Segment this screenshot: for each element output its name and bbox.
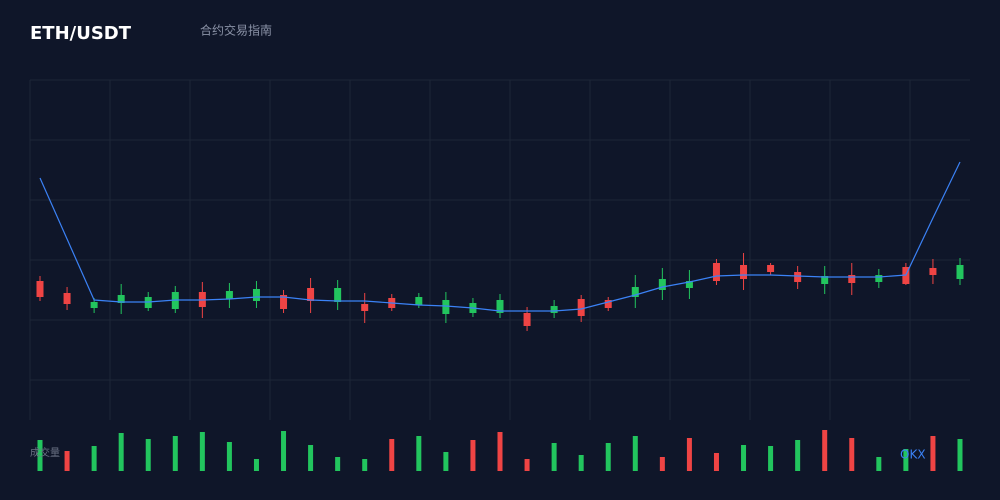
ma-line [39, 161, 961, 312]
candle-body [225, 291, 233, 299]
volume-bar [145, 439, 151, 471]
plot [30, 79, 970, 471]
volume-bar [741, 445, 747, 471]
candle-body [63, 293, 71, 304]
candle-body [252, 289, 260, 301]
volume-bar [416, 436, 422, 471]
volume-bar [199, 432, 205, 471]
volume-bar [795, 440, 801, 471]
candle-body [604, 300, 612, 308]
chart-title: ETH/USDT [30, 23, 132, 44]
candle-body [415, 297, 423, 305]
candle-body [929, 268, 937, 275]
volume-bar [957, 439, 963, 471]
volume-bar [930, 436, 936, 471]
candle-body [794, 272, 802, 282]
volume-bar [578, 455, 584, 471]
candle-body [577, 299, 585, 316]
candle-body [848, 275, 856, 283]
volume-bar [362, 459, 368, 471]
volume-bar [849, 438, 855, 471]
candle-body [280, 295, 288, 309]
candle-body [496, 300, 504, 313]
candle-body [523, 313, 531, 326]
volume-bar [37, 440, 43, 471]
volume-bar [335, 457, 341, 471]
candle-body [117, 295, 125, 303]
volume-bar [524, 459, 530, 471]
volume-bar [605, 443, 611, 471]
candle-body [442, 300, 450, 314]
vertical-grid [29, 80, 911, 420]
volume-bar [226, 442, 232, 471]
watermark: OKX [900, 448, 926, 462]
volume-bar [443, 452, 449, 471]
volume-bar [551, 443, 557, 471]
candle-body [631, 287, 639, 297]
candle-body [685, 281, 693, 288]
volume-bar [281, 431, 287, 471]
chart-subtitle: 合约交易指南 [200, 23, 272, 38]
volume-bar [253, 459, 259, 471]
candle-body [307, 288, 315, 301]
volume-bar [713, 453, 719, 471]
candle-body [334, 288, 342, 302]
candle-body [361, 304, 369, 311]
volume-bar [118, 433, 124, 471]
candle-body [740, 265, 748, 279]
candle-body [821, 276, 829, 284]
volume-bar [497, 432, 503, 471]
volume-bar [876, 457, 882, 471]
volume-bar [308, 445, 314, 471]
volume-bar [686, 438, 692, 471]
volume-bar [389, 439, 395, 471]
volume-bar [64, 451, 70, 471]
volume-bar [172, 436, 178, 471]
volume-bar [470, 440, 476, 471]
candle-body [875, 275, 883, 282]
candle-body [550, 306, 558, 313]
candle-body [767, 265, 775, 272]
candle-body [956, 265, 964, 279]
volume-bar [903, 449, 909, 471]
volume-bar [91, 446, 97, 471]
volume-bar [659, 457, 665, 471]
volume-bar [632, 436, 638, 471]
candle-body [36, 281, 44, 297]
volume-label: 成交量 [30, 446, 60, 459]
volume-bar [768, 446, 774, 471]
volume-bar [822, 430, 828, 471]
candle-body [90, 302, 98, 308]
candle-body [712, 263, 720, 281]
candle-body [658, 279, 666, 290]
